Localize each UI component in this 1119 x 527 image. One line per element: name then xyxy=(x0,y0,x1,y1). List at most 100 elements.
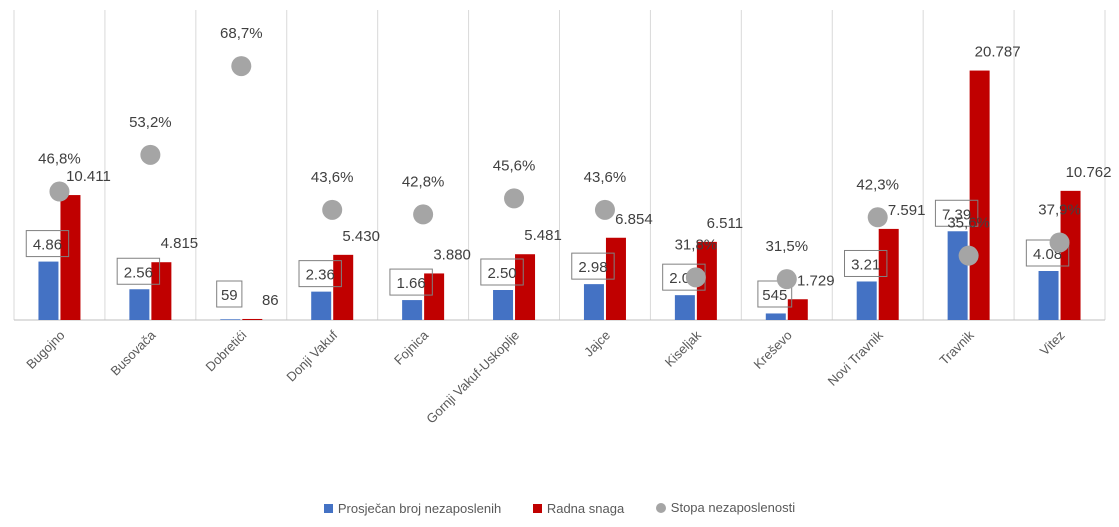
legend: Prosječan broj nezaposlenih Radna snaga … xyxy=(0,500,1119,516)
legend-label-labor-force: Radna snaga xyxy=(546,500,625,516)
unemployed-label-box-jajce xyxy=(571,252,615,280)
bar-unemployed-kiseljak xyxy=(674,295,695,320)
rate-data-label-vitez: 37,9% xyxy=(1038,201,1081,218)
labor-force-data-label-kresevo: 1.729 xyxy=(797,272,835,289)
unemployed-data-label-kresevo: 545 xyxy=(762,287,787,304)
bar-unemployed-jajce xyxy=(583,284,604,320)
bar-labor-force-vitez xyxy=(1060,190,1081,320)
labor-force-data-label-kiseljak: 6.511 xyxy=(707,215,743,232)
labor-force-data-label-busovaca: 4.815 xyxy=(161,235,199,252)
unemployed-label-box-travnik xyxy=(934,199,979,227)
legend-swatch-labor-force xyxy=(532,503,542,513)
labor-force-data-label-travnik: 20.787 xyxy=(975,44,1021,61)
rate-data-label-bugojno: 46,8% xyxy=(38,151,81,168)
unemployed-data-label-gornji-vakuf-uskoplje: 2.50 xyxy=(487,265,516,282)
rate-data-label-kresevo: 31,5% xyxy=(766,238,809,255)
rate-point-gornji-vakuf-uskoplje xyxy=(504,188,525,209)
labor-force-data-label-jajce: 6.854 xyxy=(615,211,653,228)
x-tick-label-gornji-vakuf-uskoplje: Gornji Vakuf-Uskoplje xyxy=(423,328,522,427)
legend-item-labor-force: Radna snaga xyxy=(532,500,625,516)
legend-swatch-unemployed xyxy=(323,503,333,513)
labor-force-data-label-novi-travnik: 7.591 xyxy=(888,202,926,219)
labor-force-data-label-donji-vakuf: 5.430 xyxy=(342,228,380,245)
bar-unemployed-donji-vakuf xyxy=(311,291,332,320)
rate-point-travnik xyxy=(958,245,979,266)
x-tick-label-donji-vakuf: Donji Vakuf xyxy=(283,327,340,384)
bar-labor-force-bugojno xyxy=(60,195,81,320)
rate-data-label-travnik: 35,6% xyxy=(947,215,990,232)
x-tick-label-novi-travnik: Novi Travnik xyxy=(825,327,887,389)
legend-item-rate: Stopa nezaposlenosti xyxy=(655,500,796,515)
bar-unemployed-dobretici xyxy=(220,319,241,320)
unemployed-data-label-fojnica: 1.66 xyxy=(397,275,426,292)
bar-labor-force-busovaca xyxy=(151,262,172,320)
x-tick-label-vitez: Vitez xyxy=(1037,328,1068,359)
legend-label-rate: Stopa nezaposlenosti xyxy=(670,500,796,515)
rate-point-kresevo xyxy=(776,269,797,290)
rate-data-label-dobretici: 68,7% xyxy=(220,25,263,42)
x-tick-label-travnik: Travnik xyxy=(936,327,977,368)
bar-unemployed-vitez xyxy=(1038,271,1059,320)
legend-swatch-rate xyxy=(655,502,666,513)
unemployed-data-label-travnik: 7.39 xyxy=(942,206,971,223)
unemployed-data-label-busovaca: 2.56 xyxy=(124,264,153,281)
unemployed-label-box-dobretici xyxy=(216,280,243,308)
bar-labor-force-donji-vakuf xyxy=(333,254,354,320)
unemployed-label-box-donji-vakuf xyxy=(298,260,342,288)
unemployed-data-label-jajce: 2.98 xyxy=(578,259,607,276)
rate-point-fojnica xyxy=(413,204,434,225)
rate-data-label-jajce: 43,6% xyxy=(584,169,627,186)
rate-data-label-gornji-vakuf-uskoplje: 45,6% xyxy=(493,157,536,174)
unemployed-label-box-kresevo xyxy=(757,280,793,308)
bar-labor-force-kresevo xyxy=(787,299,808,320)
labor-force-data-label-dobretici: 86 xyxy=(262,292,279,309)
unemployed-data-label-novi-travnik: 3.21 xyxy=(851,256,880,273)
bar-labor-force-fojnica xyxy=(424,273,445,320)
rate-point-kiseljak xyxy=(685,267,706,288)
x-tick-label-kresevo: Kreševo xyxy=(751,328,795,372)
legend-label-unemployed: Prosječan broj nezaposlenih xyxy=(337,500,502,516)
bar-labor-force-jajce xyxy=(605,237,626,320)
rate-point-vitez xyxy=(1049,232,1070,253)
rate-point-novi-travnik xyxy=(867,207,888,228)
rate-point-jajce xyxy=(594,199,615,220)
bar-unemployed-bugojno xyxy=(38,261,59,320)
rate-point-bugojno xyxy=(49,181,70,202)
bar-labor-force-dobretici xyxy=(242,318,263,320)
bar-labor-force-gornji-vakuf-uskoplje xyxy=(515,254,536,320)
rate-point-dobretici xyxy=(231,56,252,77)
labor-force-data-label-bugojno: 10.411 xyxy=(66,168,111,185)
unemployed-label-box-bugojno xyxy=(25,230,70,258)
x-tick-label-bugojno: Bugojno xyxy=(23,328,67,372)
unemployed-data-label-donji-vakuf: 2.36 xyxy=(306,267,335,284)
rate-point-busovaca xyxy=(140,144,161,165)
bar-unemployed-fojnica xyxy=(402,300,423,320)
unemployed-label-box-fojnica xyxy=(389,268,433,296)
rate-data-label-kiseljak: 31,8% xyxy=(675,236,718,253)
labor-force-data-label-fojnica: 3.880 xyxy=(433,246,471,263)
unemployed-label-box-vitez xyxy=(1025,239,1070,267)
rate-data-label-busovaca: 53,2% xyxy=(129,114,172,131)
bar-unemployed-busovaca xyxy=(129,289,150,320)
unemployed-label-box-gornji-vakuf-uskoplje xyxy=(480,258,524,286)
x-tick-label-jajce: Jajce xyxy=(581,328,613,360)
bar-unemployed-travnik xyxy=(947,231,968,320)
bar-unemployed-kresevo xyxy=(765,313,786,320)
unemployed-label-box-novi-travnik xyxy=(844,249,888,277)
bar-labor-force-novi-travnik xyxy=(878,228,899,320)
rate-data-label-novi-travnik: 42,3% xyxy=(856,176,899,193)
labor-force-data-label-gornji-vakuf-uskoplje: 5.481 xyxy=(524,227,562,244)
x-tick-label-fojnica: Fojnica xyxy=(391,327,432,368)
unemployed-data-label-dobretici: 59 xyxy=(221,287,238,304)
rate-data-label-fojnica: 42,8% xyxy=(402,173,445,190)
unemployed-label-box-busovaca xyxy=(116,257,161,285)
x-tick-label-busovaca: Busovača xyxy=(108,327,160,379)
bar-unemployed-novi-travnik xyxy=(856,281,877,320)
bar-unemployed-gornji-vakuf-uskoplje xyxy=(493,290,514,320)
x-tick-label-dobretici: Dobretići xyxy=(203,327,250,374)
rate-data-label-donji-vakuf: 43,6% xyxy=(311,169,354,186)
legend-item-unemployed: Prosječan broj nezaposlenih xyxy=(323,500,502,516)
rate-point-donji-vakuf xyxy=(322,199,343,220)
x-tick-label-kiseljak: Kiseljak xyxy=(662,327,705,370)
